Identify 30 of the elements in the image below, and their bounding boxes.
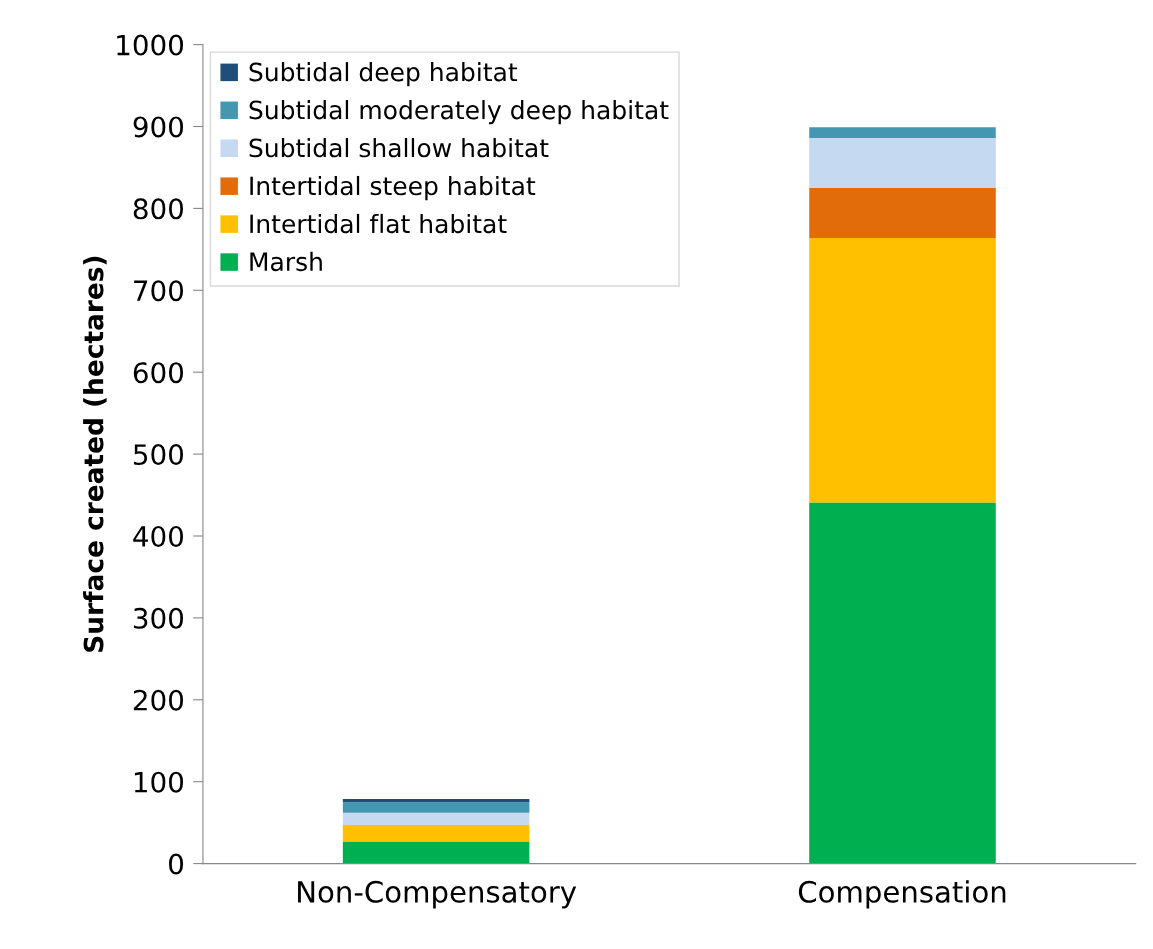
legend-label: Subtidal shallow habitat	[249, 137, 549, 158]
y-tick-label: 200	[133, 689, 184, 711]
bar	[342, 825, 530, 842]
bar	[809, 137, 996, 188]
y-tick-label: 100	[134, 771, 184, 793]
legend-label: Intertidal flat habitat	[250, 213, 507, 234]
y-tick-label: 300	[133, 607, 184, 629]
x-tick-label: Non-Compensatory	[298, 880, 577, 909]
legend-label: Marsh	[250, 251, 322, 272]
y-tick-label: 700	[134, 280, 184, 302]
bar	[809, 237, 996, 503]
x-tick-label: Compensation	[798, 880, 1006, 909]
y-tick-label: 1000	[117, 34, 184, 56]
bar	[809, 127, 996, 138]
bar	[342, 802, 530, 813]
legend-label: Subtidal deep habitat	[249, 62, 518, 87]
legend-label: Subtidal moderately deep habitat	[249, 100, 669, 125]
y-tick-label: 900	[133, 116, 184, 138]
bar	[342, 841, 530, 864]
y-tick-label: 600	[133, 362, 184, 384]
bar	[809, 502, 996, 864]
bar	[342, 798, 530, 803]
legend-label: Intertidal steep habitat	[250, 175, 536, 201]
y-tick-label: 400	[133, 525, 184, 547]
y-tick-label: 0	[169, 853, 184, 875]
bar	[342, 812, 530, 826]
bar	[809, 187, 996, 238]
y-axis-title: Surface created (hectares)	[83, 256, 107, 652]
y-tick-label: 500	[134, 444, 184, 466]
y-tick-label: 800	[133, 198, 184, 220]
